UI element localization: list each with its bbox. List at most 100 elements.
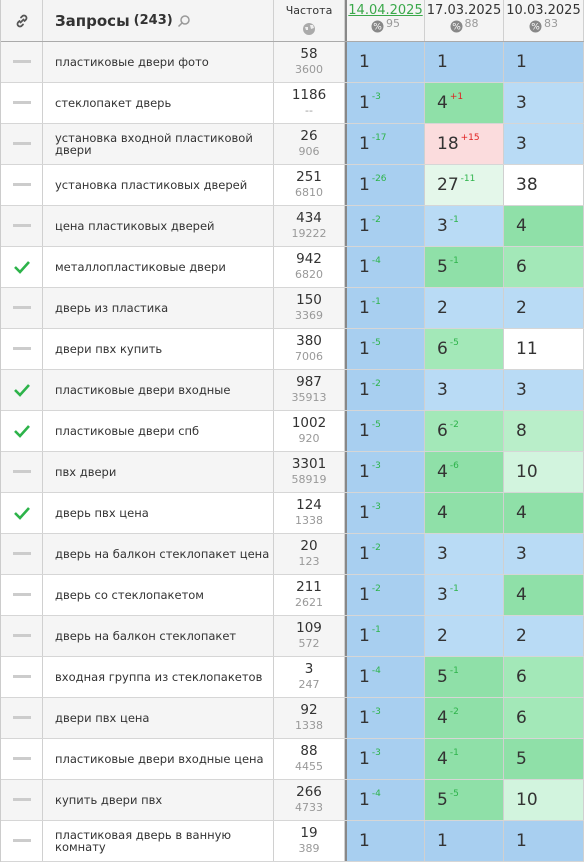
position-cell: 1 -3 <box>345 452 425 492</box>
position: 4 <box>437 503 448 523</box>
query-text: пластиковые двери входные <box>55 383 231 397</box>
position: 10 <box>516 790 538 810</box>
dash-icon[interactable] <box>12 593 31 597</box>
frequency-exact: 389 <box>298 842 320 855</box>
dash-icon[interactable] <box>12 552 31 556</box>
dash-icon[interactable] <box>12 142 31 146</box>
position-cell: 6 -5 <box>425 329 504 369</box>
frequency-cell: 19 389 <box>274 821 345 861</box>
frequency-exact: 3600 <box>295 63 323 76</box>
header-row: Запросы (243) Частота 14.04.2025% 95 17.03… <box>1 0 584 42</box>
frequency: 124 <box>296 497 322 513</box>
position: 18 <box>437 134 459 154</box>
frequency-cell: 266 4733 <box>274 780 345 820</box>
query-row: пвх двери 3301 58919 1 -3 4 -6 10 <box>1 452 584 493</box>
status-cell[interactable] <box>1 616 43 656</box>
position-change: -2 <box>371 543 381 553</box>
dash-icon[interactable] <box>12 347 31 351</box>
status-cell[interactable] <box>1 698 43 738</box>
dash-icon[interactable] <box>12 839 31 843</box>
frequency-exact: -- <box>305 104 313 117</box>
date-label: 17.03.2025 <box>426 3 502 18</box>
position: 6 <box>516 257 527 277</box>
query-row: дверь пвх цена 124 1338 1 -3 4 4 <box>1 493 584 534</box>
check-icon[interactable] <box>13 260 31 274</box>
position-cell: 1 -1 <box>345 288 425 328</box>
status-cell[interactable] <box>1 821 43 861</box>
frequency-cell: 150 3369 <box>274 288 345 328</box>
position: 4 <box>437 749 448 769</box>
search-icon[interactable] <box>177 14 191 28</box>
dash-icon[interactable] <box>12 716 31 720</box>
status-cell[interactable] <box>1 42 43 82</box>
position-cell: 6 <box>504 698 584 738</box>
query-row: стеклопакет дверь 1186 -- 1 -3 4 +1 3 <box>1 83 584 124</box>
frequency: 20 <box>300 538 318 554</box>
status-cell[interactable] <box>1 329 43 369</box>
dash-icon[interactable] <box>12 60 31 64</box>
status-cell[interactable] <box>1 739 43 779</box>
status-cell[interactable] <box>1 657 43 697</box>
position: 1 <box>359 544 370 564</box>
position-cell: 1 -26 <box>345 165 425 205</box>
position-change: -17 <box>371 133 387 143</box>
status-cell[interactable] <box>1 575 43 615</box>
position-cell: 1 -2 <box>345 575 425 615</box>
status-cell[interactable] <box>1 165 43 205</box>
status-cell[interactable] <box>1 780 43 820</box>
dash-icon[interactable] <box>12 675 31 679</box>
dash-icon[interactable] <box>12 183 31 187</box>
position: 1 <box>359 667 370 687</box>
status-cell[interactable] <box>1 83 43 123</box>
dash-icon[interactable] <box>12 798 31 802</box>
check-icon[interactable] <box>13 383 31 397</box>
date-label[interactable]: 14.04.2025 <box>348 3 423 18</box>
dash-icon[interactable] <box>12 306 31 310</box>
frequency: 380 <box>296 333 322 349</box>
query-text: пвх двери <box>55 465 117 479</box>
link-icon <box>16 14 27 27</box>
position-cell: 1 -3 <box>345 83 425 123</box>
status-cell[interactable] <box>1 534 43 574</box>
position-cell: 1 -3 <box>345 493 425 533</box>
position: 10 <box>516 462 538 482</box>
position-change: -26 <box>371 174 387 184</box>
status-cell[interactable] <box>1 370 43 410</box>
position-cell: 2 <box>425 616 504 656</box>
position: 6 <box>437 339 448 359</box>
position-change: -3 <box>371 92 381 102</box>
position: 3 <box>437 380 448 400</box>
position: 1 <box>359 298 370 318</box>
query-row: дверь на балкон стеклопакет цена 20 123 1 -2… <box>1 534 584 575</box>
frequency-exact: 1338 <box>295 514 323 527</box>
dash-icon[interactable] <box>12 634 31 638</box>
dash-icon[interactable] <box>12 224 31 228</box>
status-cell[interactable] <box>1 247 43 287</box>
globe-icon <box>303 23 315 35</box>
dash-icon[interactable] <box>12 757 31 761</box>
position-cell: 2 <box>504 288 584 328</box>
position-change: -2 <box>449 707 459 717</box>
dash-icon[interactable] <box>12 470 31 474</box>
dash-icon[interactable] <box>12 101 31 105</box>
frequency: 92 <box>300 702 318 718</box>
status-cell[interactable] <box>1 452 43 492</box>
status-cell[interactable] <box>1 124 43 164</box>
position-cell: 3 <box>425 534 504 574</box>
status-cell[interactable] <box>1 288 43 328</box>
check-icon[interactable] <box>13 424 31 438</box>
position: 2 <box>516 298 527 318</box>
query-text: установка пластиковых дверей <box>55 178 248 192</box>
frequency-cell: 3 247 <box>274 657 345 697</box>
link-header[interactable] <box>1 0 43 41</box>
position-cell: 3 -1 <box>425 206 504 246</box>
position: 8 <box>516 421 527 441</box>
check-icon[interactable] <box>13 506 31 520</box>
status-cell[interactable] <box>1 206 43 246</box>
position: 5 <box>437 790 448 810</box>
frequency-cell: 251 6810 <box>274 165 345 205</box>
position-change: -5 <box>371 338 381 348</box>
status-cell[interactable] <box>1 493 43 533</box>
status-cell[interactable] <box>1 411 43 451</box>
query-row: входная группа из стеклопакетов 3 247 1 -4 5-… <box>1 657 584 698</box>
